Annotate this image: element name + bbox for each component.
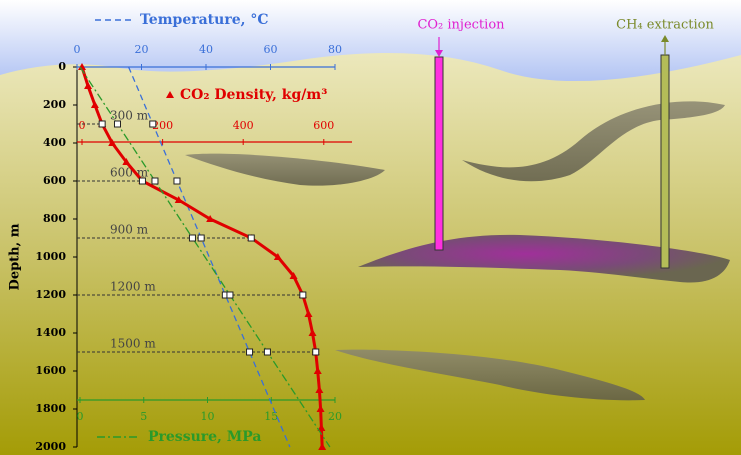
depth-point [138,177,146,185]
depth-point [299,291,307,299]
density-point [84,82,93,89]
arrow-head [435,50,443,57]
y-tick-label: 1400 [35,326,66,339]
x-tick-label: 400 [233,119,254,132]
well-label: CO₂ injection [417,18,505,33]
y-tick-label: 1200 [35,288,66,301]
x-tick-label: 20 [328,410,342,423]
x-tick-label: 60 [264,43,278,56]
x-tick-label: 15 [264,410,278,423]
density-point [174,196,183,203]
density-point [108,139,117,146]
injection-well [434,56,444,251]
density-point [304,310,313,317]
x-tick-label: 0 [77,410,84,423]
density-point [78,63,86,70]
legend-label: CO₂ Density, kg/m³ [180,87,327,103]
coal-seam [462,101,725,182]
x-tick-label: 40 [199,43,213,56]
y-tick-label: 1000 [35,250,66,263]
depth-point [173,177,181,185]
line [128,66,291,448]
y-tick-label: 600 [43,174,66,187]
depth-point [151,177,159,185]
density-point [316,405,325,412]
y-tick-label: 1600 [35,364,66,377]
density-point [308,329,317,336]
depth-marker-label: 1200 m [110,280,156,294]
well-label: CH₄ extraction [616,18,714,33]
density-point [90,101,99,108]
coal-seam [335,349,645,401]
x-tick-label: 600 [313,119,334,132]
x-tick-label: 10 [201,410,215,423]
depth-marker-label: 1500 m [110,337,156,351]
line [79,66,331,448]
coal-seam [185,153,385,186]
depth-point [263,348,271,356]
legend-label: Pressure, MPa [148,429,262,445]
extraction-well [660,54,670,269]
y-tick-label: 800 [43,212,66,225]
y-tick-label: 400 [43,136,66,149]
y-tick-label: 2000 [35,440,66,453]
density-point [273,253,282,260]
legend-marker [166,91,174,98]
y-axis-label: Depth, m [8,223,23,290]
reservoir [358,234,730,283]
density-point [317,424,326,431]
x-tick-label: 80 [328,43,342,56]
depth-point [246,348,254,356]
depth-point [226,291,234,299]
x-tick-label: 20 [135,43,149,56]
density-point [289,272,298,279]
density-point [318,443,327,450]
density-point [315,386,324,393]
x-tick-label: 5 [140,410,147,423]
y-tick-label: 0 [58,60,66,73]
x-tick-label: 0 [79,119,86,132]
depth-point [188,234,196,242]
x-tick-label: 0 [74,43,81,56]
density-point [313,367,322,374]
density-point [206,215,215,222]
density-point [122,158,131,165]
depth-point [113,120,121,128]
depth-point [247,234,255,242]
depth-marker-label: 900 m [110,223,149,237]
depth-point [197,234,205,242]
legend-label: Temperature, °C [140,12,269,28]
x-tick-label: 200 [152,119,173,132]
depth-point [149,120,157,128]
depth-point [98,120,106,128]
depth-marker-label: 300 m [110,109,149,123]
arrow-head [661,35,669,42]
y-tick-label: 1800 [35,402,66,415]
y-tick-label: 200 [43,98,66,111]
depth-point [312,348,320,356]
ground [0,52,741,455]
